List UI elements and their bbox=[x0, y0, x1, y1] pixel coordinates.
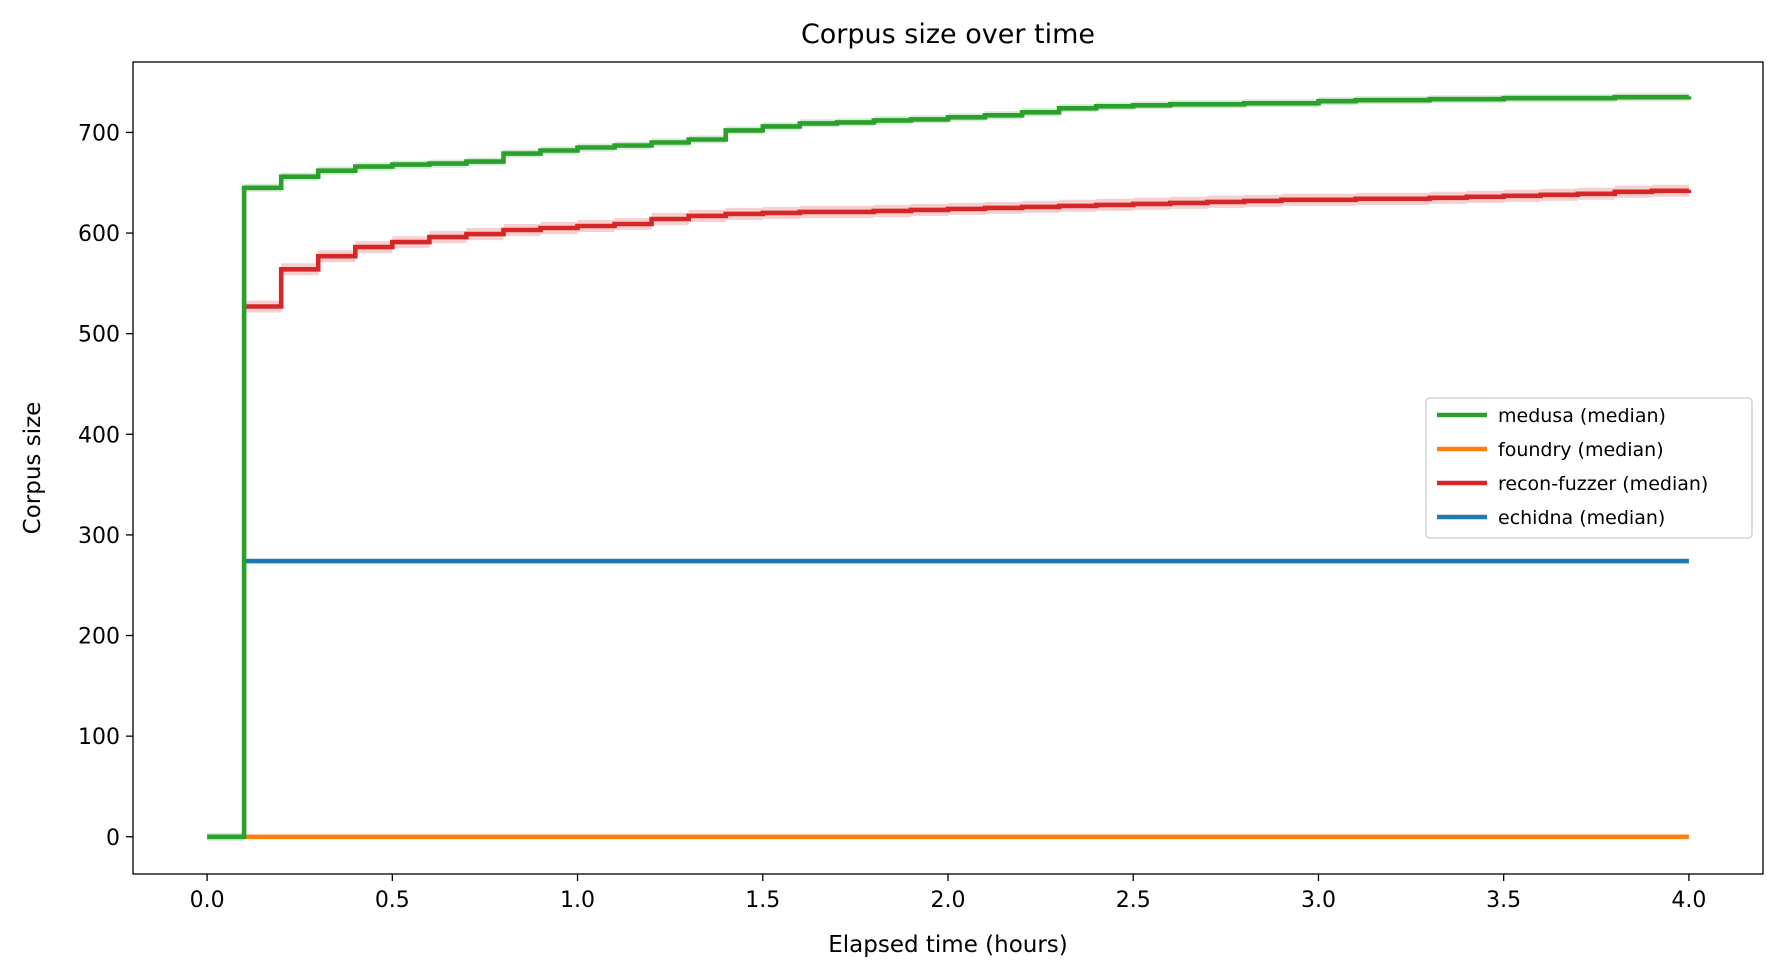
legend-label: foundry (median) bbox=[1498, 439, 1664, 461]
y-axis-label: Corpus size bbox=[20, 402, 46, 535]
x-tick-label: 2.0 bbox=[931, 888, 966, 913]
legend-box bbox=[1425, 397, 1753, 539]
x-tick-label: 1.0 bbox=[560, 888, 595, 913]
x-tick-label: 3.5 bbox=[1486, 888, 1521, 913]
x-tick-label: 1.5 bbox=[745, 888, 780, 913]
y-tick-label: 700 bbox=[78, 121, 120, 146]
x-tick-label: 3.0 bbox=[1301, 888, 1336, 913]
y-tick-label: 400 bbox=[78, 423, 120, 448]
y-tick-label: 200 bbox=[78, 625, 120, 650]
legend-entries: medusa (median) foundry (median) recon-fuz… bbox=[1437, 405, 1708, 529]
series-line-2 bbox=[244, 188, 1692, 309]
series-layer bbox=[207, 92, 1692, 841]
x-axis-label: Elapsed time (hours) bbox=[828, 932, 1068, 958]
x-tick-label: 2.5 bbox=[1116, 888, 1151, 913]
x-tick-label: 0.0 bbox=[190, 888, 225, 913]
y-tick-label: 300 bbox=[78, 524, 120, 549]
legend-label: recon-fuzzer (median) bbox=[1498, 473, 1708, 495]
legend-label: echidna (median) bbox=[1498, 507, 1665, 529]
chart-title: Corpus size over time bbox=[801, 19, 1095, 50]
x-tick-label: 0.5 bbox=[375, 888, 410, 913]
series-line-0 bbox=[207, 94, 1692, 840]
y-tick-label: 600 bbox=[78, 222, 120, 247]
legend-label: medusa (median) bbox=[1498, 405, 1666, 427]
y-tick-label: 100 bbox=[78, 725, 120, 750]
x-tick-label: 4.0 bbox=[1671, 888, 1706, 913]
y-tick-label: 500 bbox=[78, 323, 120, 348]
y-tick-label: 0 bbox=[106, 826, 120, 851]
ticks-layer: 0.0 0.5 1.0 1.5 2.0 2.5 3.0 3.5 4.0 0 100 200 300 400… bbox=[78, 121, 1706, 913]
legend: medusa (median) foundry (median) recon-fuz… bbox=[1425, 397, 1753, 539]
